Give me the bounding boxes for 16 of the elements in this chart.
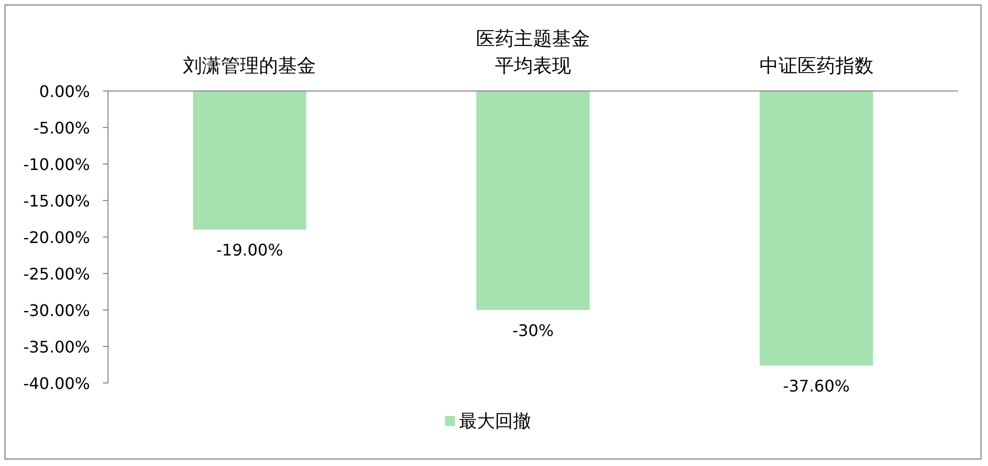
- data-label: -19.00%: [216, 240, 284, 260]
- data-label: -30%: [512, 321, 554, 340]
- y-tick-label: -35.00%: [23, 338, 90, 356]
- y-tick-label: -40.00%: [23, 374, 90, 393]
- y-tick-label: -20.00%: [23, 228, 90, 247]
- x-tick-label: 医药主题基金平均表现: [476, 28, 590, 77]
- x-tick-label: 中证医药指数: [759, 55, 874, 77]
- data-label: -37.60%: [782, 376, 850, 396]
- y-tick-label: -5.00%: [33, 118, 90, 138]
- y-tick-label: 0.00%: [39, 82, 90, 101]
- legend-label: 最大回撤: [459, 411, 531, 432]
- y-tick-label: -30.00%: [23, 301, 90, 320]
- x-tick-label: 刘潇管理的基金: [183, 55, 316, 77]
- y-tick-label: -25.00%: [23, 264, 90, 284]
- y-tick-label: -10.00%: [23, 155, 90, 174]
- y-tick-label: -15.00%: [23, 192, 90, 210]
